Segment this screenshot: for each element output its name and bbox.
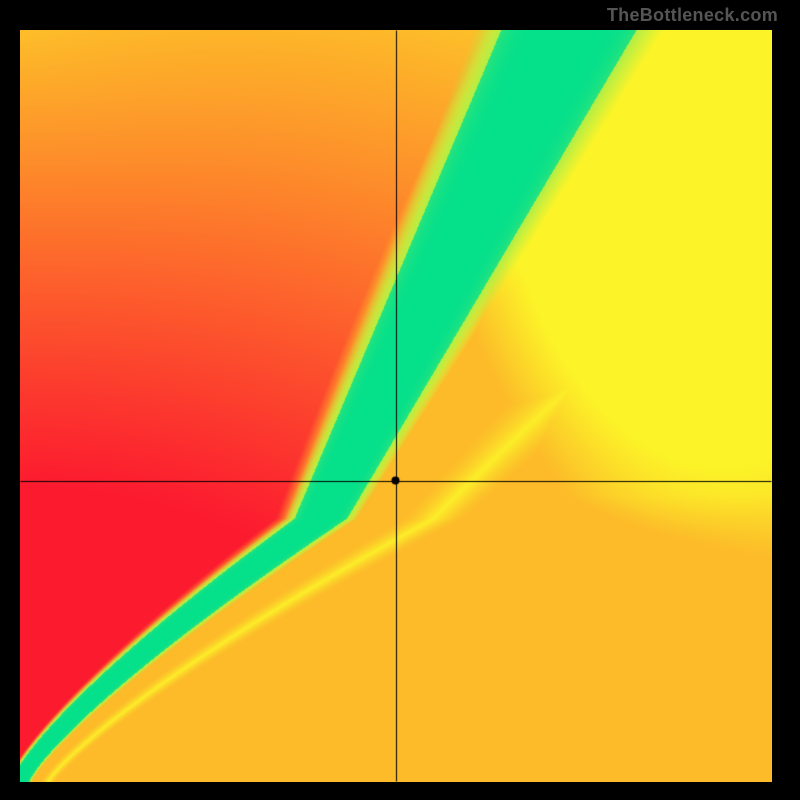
heatmap-canvas: [20, 30, 772, 782]
chart-container: TheBottleneck.com: [0, 0, 800, 800]
watermark-label: TheBottleneck.com: [607, 5, 778, 26]
